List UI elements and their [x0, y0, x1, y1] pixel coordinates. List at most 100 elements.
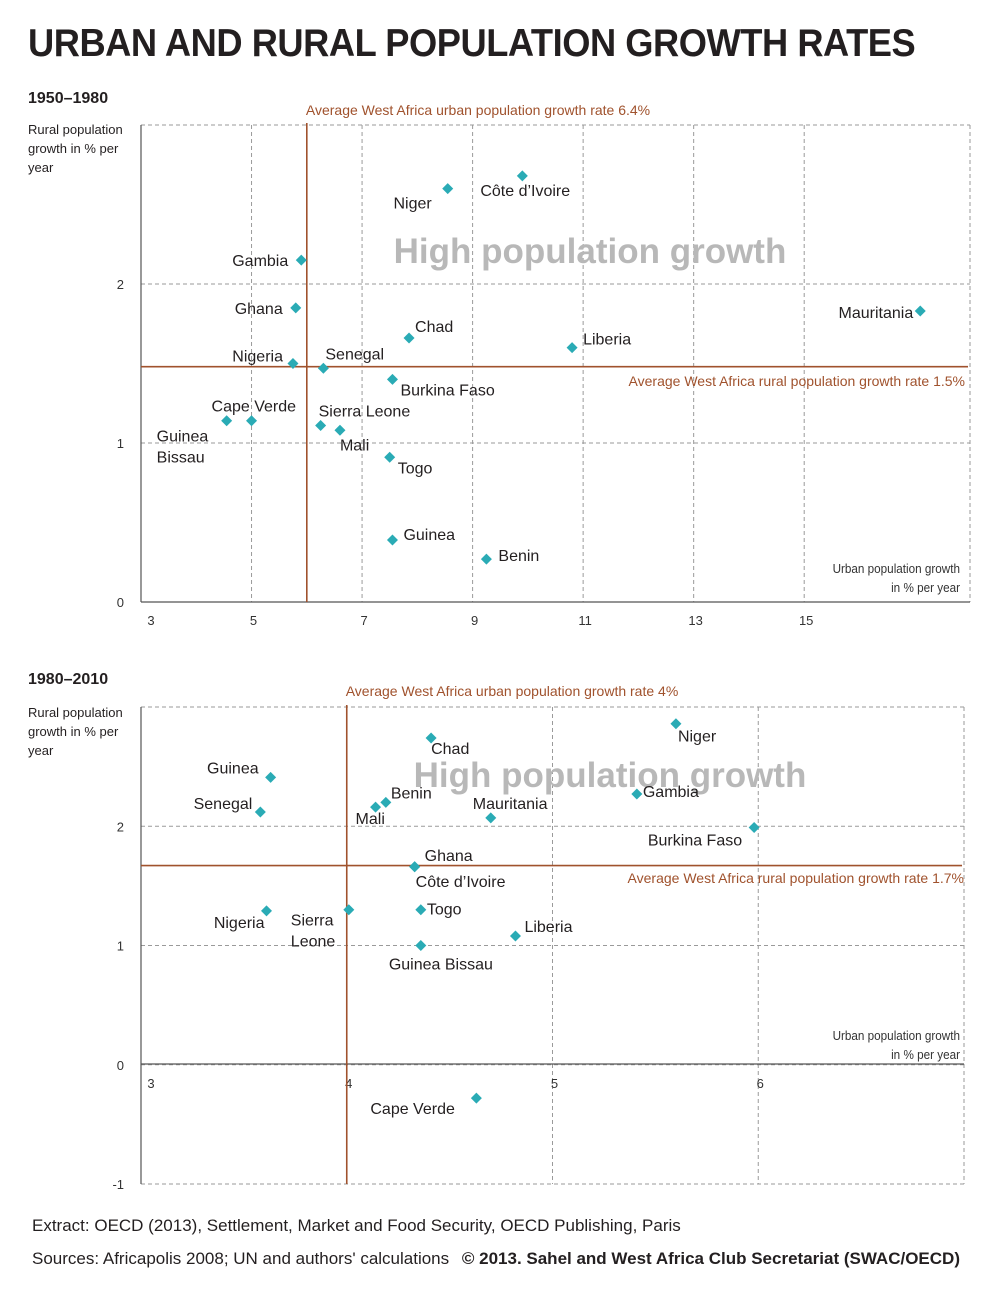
chart2-label-mauritania: Mauritania	[473, 796, 548, 813]
chart2-label-sierra-leone: Sierra Leone	[291, 913, 336, 951]
chart1-label-niger: Niger	[393, 196, 432, 213]
chart2-point-nigeria	[261, 905, 273, 917]
chart2-label-mali: Mali	[356, 811, 385, 828]
chart2-label-benin: Benin	[391, 785, 432, 802]
chart2-x-tick-label: 3	[147, 1076, 154, 1091]
chart2-y-tick-label: 1	[117, 939, 124, 954]
chart1-y-axis-label: Rural population growth in % per year	[28, 122, 123, 175]
chart1-scatter-plot: 3 5 7 9 11 13 15 0 1 2 Urban population growth in %…	[117, 102, 971, 628]
footer-extract: Extract: OECD (2013), Settlement, Market…	[32, 1216, 681, 1235]
chart2-point-gambia	[631, 788, 643, 800]
chart2-point-burkina-faso	[748, 821, 760, 833]
chart2-x-tick-label: 5	[551, 1076, 558, 1091]
chart2-y-tick-label: -1	[112, 1177, 124, 1192]
chart1-label-cape-verde: Cape Verde	[212, 399, 297, 416]
footer-copyright: © 2013. Sahel and West Africa Club Secre…	[461, 1249, 960, 1268]
chart1-x-tick-label: 15	[799, 613, 813, 628]
chart2-point-mauritania	[485, 812, 497, 824]
chart1-x-tick-label: 7	[360, 613, 367, 628]
chart1-label-guinea: Guinea	[403, 527, 455, 544]
chart2-label-nigeria: Nigeria	[214, 915, 265, 932]
chart2-point-cape-verde	[470, 1092, 482, 1104]
chart2-y-axis-label: Rural population growth in % per year	[28, 705, 123, 758]
chart2-point-benin	[380, 796, 392, 808]
chart2-high-growth-watermark: High population growth	[414, 756, 807, 795]
chart2-title: 1980–2010	[28, 671, 109, 688]
chart1-x-tick-label: 5	[250, 613, 257, 628]
chart2-label-cape-verde: Cape Verde	[370, 1101, 455, 1118]
chart1-label-guinea-bissau: Guinea Bissau	[157, 429, 209, 467]
chart1-y-tick-label: 1	[117, 436, 124, 451]
chart1-x-tick-label: 13	[688, 613, 702, 628]
chart2-label-senegal: Senegal	[194, 796, 253, 813]
chart1-x-axis-label-line2: in % per year	[891, 580, 960, 595]
chart1-label-togo: Togo	[398, 460, 433, 477]
chart1-point-mauritania	[914, 305, 926, 317]
chart1-grid	[141, 124, 971, 602]
chart1-label-chad: Chad	[415, 319, 453, 336]
chart1-point-liberia	[566, 342, 578, 354]
chart1-point-cape-verde	[246, 415, 258, 427]
chart1-label-senegal: Senegal	[325, 346, 384, 363]
chart2-point-guinea	[265, 771, 277, 783]
chart2-point-togo	[415, 904, 427, 916]
chart2-label-chad: Chad	[431, 741, 469, 758]
chart2-point-c-te-d-ivoire	[409, 861, 421, 873]
chart1-label-gambia: Gambia	[232, 253, 288, 270]
chart1-label-nigeria: Nigeria	[232, 349, 283, 366]
chart1-point-c-te-d-ivoire	[516, 170, 528, 182]
chart2-label-burkina-faso: Burkina Faso	[648, 832, 742, 849]
chart1-point-chad	[403, 332, 415, 344]
chart1-label-mauritania: Mauritania	[839, 305, 914, 322]
chart1-point-benin	[480, 553, 492, 565]
chart2-average-urban-label: Average West Africa urban population gro…	[346, 683, 679, 699]
chart1-point-niger	[442, 183, 454, 195]
chart2-point-guinea-bissau	[415, 940, 427, 951]
chart2-label-guinea: Guinea	[207, 760, 259, 777]
chart1-point-sierra-leone	[315, 420, 327, 432]
chart1-average-rural-label: Average West Africa rural population gro…	[629, 373, 965, 389]
chart2-point-mali	[370, 801, 382, 813]
chart1-average-urban-label: Average West Africa urban population gro…	[306, 102, 650, 118]
chart1-x-tick-label: 11	[578, 613, 592, 628]
chart2-point-senegal	[254, 806, 266, 818]
chart1-x-tick-label: 9	[471, 613, 478, 628]
chart1-point-nigeria	[287, 358, 299, 369]
chart1-x-tick-label: 3	[147, 613, 154, 628]
chart1-point-guinea	[386, 534, 398, 546]
chart2-point-chad	[425, 732, 437, 744]
chart1-label-ghana: Ghana	[235, 301, 283, 318]
chart2-y-tick-label: 0	[117, 1058, 124, 1073]
chart1-point-guinea-bissau	[221, 415, 233, 427]
chart1-point-burkina-faso	[386, 373, 398, 385]
chart1-high-growth-watermark: High population growth	[394, 232, 787, 271]
chart1-point-mali	[334, 424, 346, 436]
chart2-x-axis-label-line2: in % per year	[891, 1047, 960, 1062]
chart2-label-gambia: Gambia	[643, 784, 699, 801]
chart2-label-c-te-d-ivoire: Côte d’Ivoire	[416, 874, 506, 891]
chart1-label-burkina-faso: Burkina Faso	[400, 382, 494, 399]
chart2-point-liberia	[509, 930, 521, 942]
chart1-y-tick-label: 0	[117, 595, 124, 610]
chart1-point-gambia	[295, 254, 307, 266]
chart1-label-mali: Mali	[340, 437, 369, 454]
chart2-point-sierra-leone	[343, 904, 355, 916]
chart2-label-ghana: Ghana	[425, 848, 473, 865]
chart1-label-sierra-leone: Sierra Leone	[319, 404, 411, 421]
chart1-point-senegal	[317, 362, 329, 374]
chart2-y-tick-label: 2	[117, 819, 124, 834]
page-title: URBAN AND RURAL POPULATION GROWTH RATES	[28, 22, 916, 65]
chart2-average-rural-label: Average West Africa rural population gro…	[628, 870, 964, 886]
chart2-x-tick-label: 6	[757, 1076, 764, 1091]
chart1-label-liberia: Liberia	[583, 332, 631, 349]
chart2-label-niger: Niger	[678, 729, 717, 746]
chart1-point-ghana	[290, 302, 302, 314]
chart2-label-togo: Togo	[427, 902, 462, 919]
chart2-x-tick-label: 4	[345, 1076, 352, 1091]
chart1-x-axis-label-line1: Urban population growth	[833, 561, 961, 576]
chart2-x-axis-label-line1: Urban population growth	[833, 1028, 961, 1043]
chart1-label-c-te-d-ivoire: Côte d’Ivoire	[480, 183, 570, 200]
footer-sources: Sources: Africapolis 2008; UN and author…	[32, 1249, 450, 1268]
chart1-title: 1950–1980	[28, 90, 109, 107]
chart1-point-togo	[384, 451, 396, 463]
